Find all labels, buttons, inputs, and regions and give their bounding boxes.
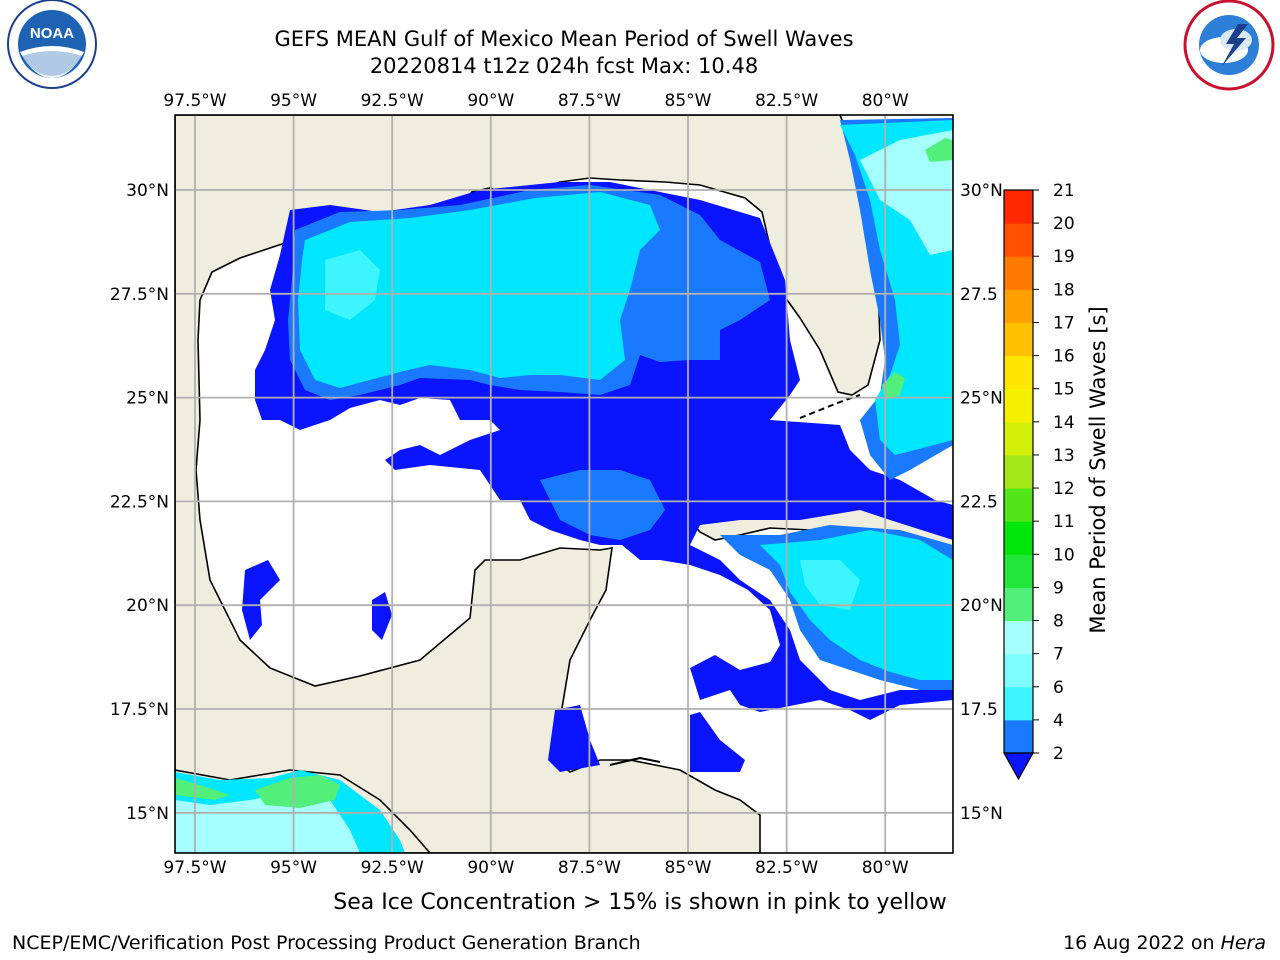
- colorbar-under-triangle: [1002, 752, 1035, 781]
- lon-label-bottom: 95°W: [270, 858, 317, 878]
- colorbar-segment: [1004, 686, 1033, 721]
- colorbar-frame: [1003, 189, 1034, 754]
- lat-label-right: 27.5: [960, 285, 998, 305]
- colorbar-segment: [1004, 190, 1033, 224]
- colorbar-segment: [1004, 322, 1033, 357]
- colorbar-tick-label: 4: [1053, 711, 1064, 731]
- footer-date: 16 Aug 2022 on Hera: [1063, 932, 1266, 954]
- lat-label-right: 25°N: [960, 389, 1003, 409]
- colorbar-tick-label: 20: [1053, 214, 1075, 234]
- colorbar-segment: [1004, 587, 1033, 622]
- swell-period-region: [298, 192, 660, 388]
- lat-label-left: 22.5°N: [110, 492, 169, 512]
- map-area: [175, 115, 953, 853]
- colorbar-label: Mean Period of Swell Waves [s]: [1086, 306, 1110, 633]
- colorbar-tick-label: 2: [1053, 744, 1064, 764]
- footer-machine: Hera: [1220, 932, 1266, 954]
- lon-label-top: 80°W: [862, 91, 909, 111]
- colorbar-tick-label: 16: [1053, 347, 1075, 367]
- lon-label-top: 90°W: [467, 91, 514, 111]
- nws-logo-icon: [1183, 0, 1275, 91]
- colorbar-tick-label: 9: [1053, 578, 1064, 598]
- colorbar-tick-label: 14: [1053, 413, 1075, 433]
- colorbar-tick-label: 21: [1053, 181, 1075, 201]
- footer-date-text: 16 Aug 2022 on: [1063, 932, 1221, 954]
- colorbar-tick-label: 12: [1053, 479, 1075, 499]
- colorbar-tick-label: 17: [1053, 313, 1075, 333]
- colorbar-segment: [1004, 620, 1033, 655]
- swell-period-region: [325, 250, 380, 320]
- lon-label-top: 85°W: [665, 91, 712, 111]
- colorbar-segment: [1004, 289, 1033, 323]
- colorbar-tick-label: 11: [1053, 512, 1075, 532]
- colorbar-segment: [1004, 488, 1033, 522]
- lat-label-left: 30°N: [126, 181, 169, 201]
- swell-period-region: [175, 778, 230, 800]
- lon-label-bottom: 92.5°W: [361, 858, 424, 878]
- lat-label-left: 25°N: [126, 389, 169, 409]
- lon-label-bottom: 87.5°W: [558, 858, 621, 878]
- lat-label-left: 27.5°N: [110, 285, 169, 305]
- colorbar-tick-label: 19: [1053, 247, 1075, 267]
- lon-label-top: 82.5°W: [755, 91, 818, 111]
- swell-period-region: [882, 372, 905, 400]
- colorbar-tick-label: 6: [1053, 678, 1064, 698]
- swell-period-region: [242, 560, 280, 640]
- chart-title: GEFS MEAN Gulf of Mexico Mean Period of …: [274, 27, 854, 51]
- lat-label-right: 22.5: [960, 492, 998, 512]
- honduras-islands: [609, 756, 661, 766]
- lat-label-left: 17.5°N: [110, 700, 169, 720]
- colorbar-segment: [1004, 554, 1033, 588]
- lon-label-bottom: 85°W: [665, 858, 712, 878]
- lat-label-right: 20°N: [960, 596, 1003, 616]
- lat-label-right: 15°N: [960, 804, 1003, 824]
- lon-label-top: 95°W: [270, 91, 317, 111]
- chart-subtitle: 20220814 t12z 024h fcst Max: 10.48: [369, 54, 759, 78]
- lat-label-left: 20°N: [126, 596, 169, 616]
- colorbar-segment: [1004, 355, 1033, 390]
- swell-period-region: [372, 592, 392, 640]
- colorbar-segment: [1004, 653, 1033, 688]
- colorbar-tick-label: 18: [1053, 280, 1075, 300]
- lon-label-bottom: 90°W: [467, 858, 514, 878]
- colorbar-segment: [1004, 521, 1033, 555]
- caption-text: Sea Ice Concentration > 15% is shown in …: [333, 890, 947, 915]
- lat-label-right: 30°N: [960, 181, 1003, 201]
- swell-period-region: [175, 790, 360, 853]
- swell-period-region: [255, 775, 340, 808]
- noaa-logo-icon: NOAA: [7, 0, 97, 89]
- noaa-logo-text: NOAA: [30, 25, 74, 42]
- colorbar-segment: [1004, 388, 1033, 423]
- colorbar-segment: [1004, 719, 1033, 754]
- swell-period-region: [548, 705, 600, 772]
- lon-label-top: 92.5°W: [361, 91, 424, 111]
- lon-label-bottom: 97.5°W: [163, 858, 226, 878]
- swell-period-region: [925, 138, 953, 162]
- lon-label-bottom: 80°W: [862, 858, 909, 878]
- colorbar-tick-label: 15: [1053, 380, 1075, 400]
- lat-label-left: 15°N: [126, 804, 169, 824]
- lon-label-top: 97.5°W: [163, 91, 226, 111]
- swell-period-region: [800, 560, 860, 610]
- colorbar-segment: [1004, 223, 1033, 257]
- lat-label-right: 17.5: [960, 700, 998, 720]
- colorbar-segment: [1004, 454, 1033, 489]
- colorbar-tick-label: 8: [1053, 612, 1064, 632]
- colorbar-tick-label: 10: [1053, 545, 1075, 565]
- colorbar-segment: [1004, 421, 1033, 456]
- colorbar-segment: [1004, 256, 1033, 290]
- colorbar-tick-label: 13: [1053, 446, 1075, 466]
- colorbar-tick-label: 7: [1053, 645, 1064, 665]
- footer-credit: NCEP/EMC/Verification Post Processing Pr…: [12, 932, 641, 954]
- lon-label-bottom: 82.5°W: [755, 858, 818, 878]
- swell-period-region: [690, 712, 745, 772]
- map-frame: [174, 114, 954, 854]
- swell-period-region: [540, 470, 665, 540]
- lon-label-top: 87.5°W: [558, 91, 621, 111]
